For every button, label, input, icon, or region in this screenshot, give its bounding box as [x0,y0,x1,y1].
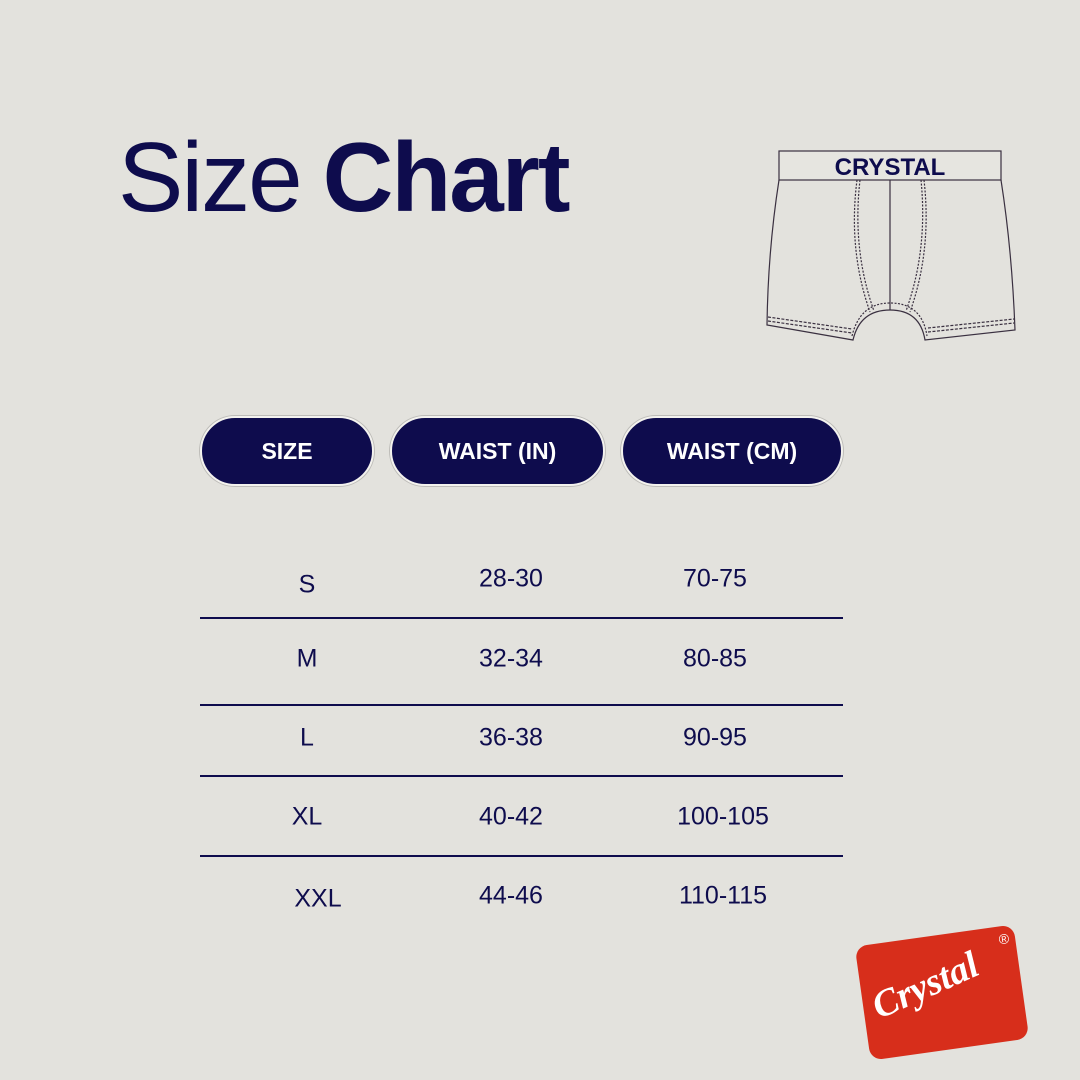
page-title: Size Chart [118,128,571,226]
waist-cm-cell: 70-75 [683,564,747,593]
waistband-text: CRYSTAL [835,154,946,181]
waist-cm-cell: 90-95 [683,723,747,752]
size-cell: L [300,723,314,752]
title-light: Size [118,122,303,232]
header-waist-in: WAIST (IN) [390,416,605,486]
waist-in-cell: 32-34 [479,644,543,673]
size-cell: M [296,644,318,673]
waist-in-cell: 40-42 [479,802,543,831]
waist-in-cell: 44-46 [479,881,543,910]
row-divider [200,617,843,619]
row-divider [200,775,843,777]
header-size: SIZE [200,416,374,486]
crystal-logo: Crystal ® [854,924,1030,1061]
size-cell: XXL [294,884,342,913]
boxer-brief-illustration: CRYSTAL [766,150,1016,341]
row-divider [200,704,843,706]
logo-text: Crystal [865,943,986,1028]
size-cell: S [298,570,316,599]
title-bold: Chart [322,122,571,232]
size-cell: XL [291,802,323,831]
row-divider [200,855,843,857]
waist-cm-cell: 110-115 [678,881,768,910]
waist-in-cell: 36-38 [479,723,543,752]
waist-cm-cell: 100-105 [677,802,769,831]
waist-cm-cell: 80-85 [683,644,747,673]
registered-mark: ® [997,930,1011,948]
waist-in-cell: 28-30 [479,564,543,593]
header-waist-cm: WAIST (CM) [621,416,843,486]
